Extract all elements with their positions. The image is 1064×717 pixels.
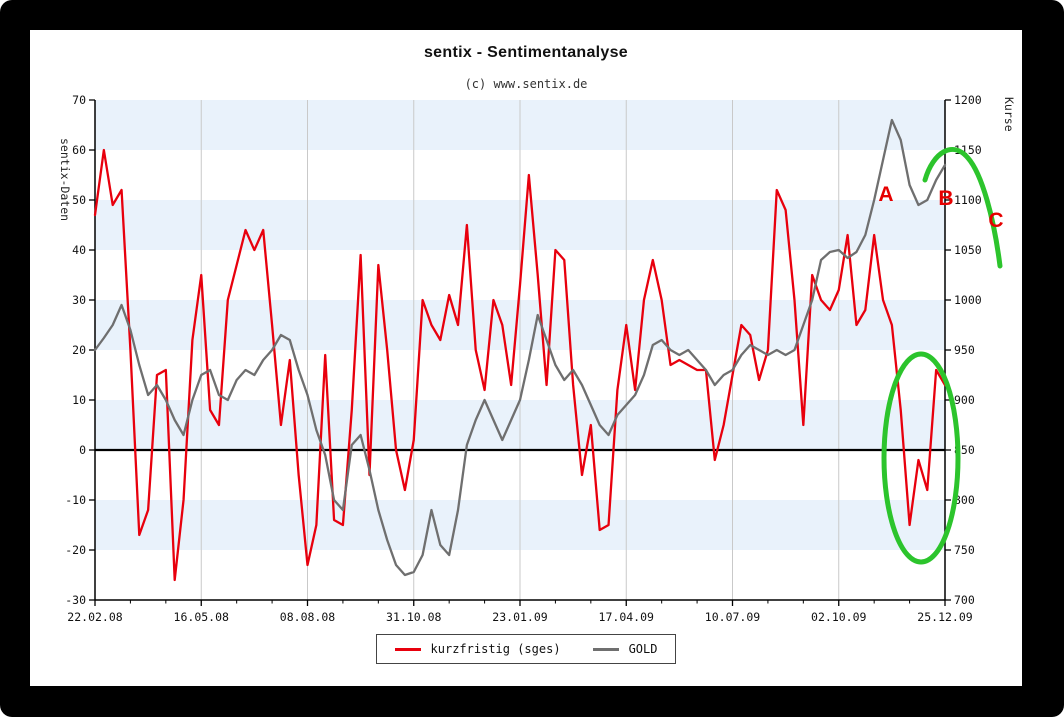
chart-subtitle: (c) www.sentix.de [464, 77, 588, 91]
svg-text:1000: 1000 [954, 293, 982, 307]
series-sentiment [93, 148, 947, 582]
svg-text:-30: -30 [65, 593, 86, 607]
left-axis-title: sentix-Daten [58, 138, 72, 222]
legend-box: kurzfristig (sges) GOLD [375, 634, 677, 664]
svg-text:950: 950 [954, 343, 975, 357]
svg-text:30: 30 [72, 293, 86, 307]
legend-label-sentiment: kurzfristig (sges) [430, 642, 561, 656]
svg-text:0: 0 [79, 443, 86, 457]
svg-text:23.01.09: 23.01.09 [492, 610, 547, 624]
svg-text:70: 70 [72, 93, 86, 107]
svg-text:20: 20 [72, 343, 86, 357]
svg-text:02.10.09: 02.10.09 [811, 610, 866, 624]
legend-label-gold: GOLD [628, 642, 658, 656]
projection-curve [922, 147, 1003, 269]
chart-title: sentix - Sentimentanalyse [423, 44, 628, 61]
svg-text:1200: 1200 [954, 93, 982, 107]
legend: kurzfristig (sges) GOLD [30, 634, 1022, 664]
svg-text:40: 40 [72, 243, 86, 257]
axes: 706050403020100-10-20-301200115011001050… [65, 93, 982, 624]
svg-text:08.08.08: 08.08.08 [280, 610, 335, 624]
highlight-ellipse [881, 351, 961, 565]
svg-text:1100: 1100 [954, 193, 982, 207]
svg-text:17.04.09: 17.04.09 [599, 610, 654, 624]
svg-text:-20: -20 [65, 543, 86, 557]
svg-text:10.07.09: 10.07.09 [705, 610, 760, 624]
svg-text:22.02.08: 22.02.08 [67, 610, 122, 624]
svg-text:25.12.09: 25.12.09 [917, 610, 972, 624]
svg-text:-10: -10 [65, 493, 86, 507]
svg-text:31.10.08: 31.10.08 [386, 610, 441, 624]
svg-text:50: 50 [72, 193, 86, 207]
svg-text:16.05.08: 16.05.08 [174, 610, 229, 624]
svg-text:700: 700 [954, 593, 975, 607]
wave-label-C: C [988, 209, 1003, 232]
svg-text:800: 800 [954, 493, 975, 507]
legend-swatch-sentiment [394, 647, 421, 651]
annotations: A B C [878, 147, 1004, 565]
svg-text:60: 60 [72, 143, 86, 157]
svg-text:10: 10 [72, 393, 86, 407]
wave-label-A: A [878, 183, 893, 206]
svg-text:900: 900 [954, 393, 975, 407]
svg-text:750: 750 [954, 543, 975, 557]
svg-text:1050: 1050 [954, 243, 982, 257]
right-axis-title: Kurse [1002, 97, 1016, 132]
legend-swatch-gold [592, 647, 619, 651]
series-gold [93, 118, 947, 577]
wave-label-B: B [938, 187, 953, 210]
